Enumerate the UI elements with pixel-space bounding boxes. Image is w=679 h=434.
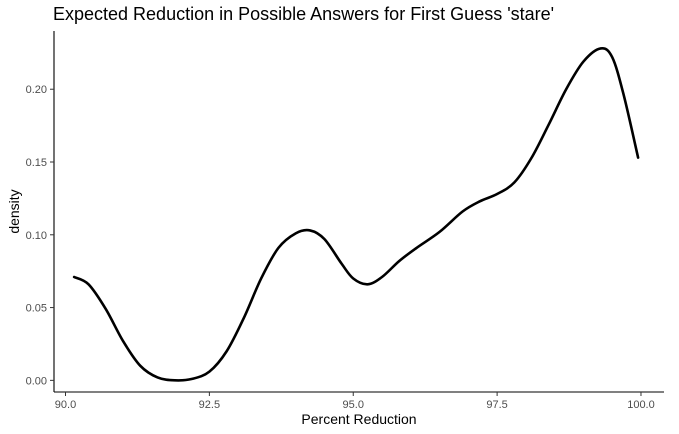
x-axis: 90.0 92.5 95.0 97.5 100.0 <box>54 391 664 411</box>
y-axis-title: density <box>6 189 22 233</box>
density-line <box>72 47 640 382</box>
chart-title: Expected Reduction in Possible Answers f… <box>53 4 555 24</box>
y-tick-label: 0.10 <box>26 230 47 242</box>
y-tick-label: 0.00 <box>26 375 47 387</box>
y-tick-label: 0.05 <box>26 303 47 315</box>
x-tick-label: 90.0 <box>55 399 76 411</box>
y-axis: 0.00 0.05 0.10 0.15 0.20 <box>26 31 55 392</box>
y-tick-label: 0.20 <box>26 84 47 96</box>
x-tick-label: 95.0 <box>343 399 364 411</box>
x-tick-label: 97.5 <box>486 399 507 411</box>
x-tick-label: 92.5 <box>199 399 220 411</box>
x-axis-title: Percent Reduction <box>301 411 416 427</box>
x-tick-label: 100.0 <box>627 399 655 411</box>
y-tick-label: 0.15 <box>26 157 47 169</box>
plot-area <box>72 47 640 382</box>
